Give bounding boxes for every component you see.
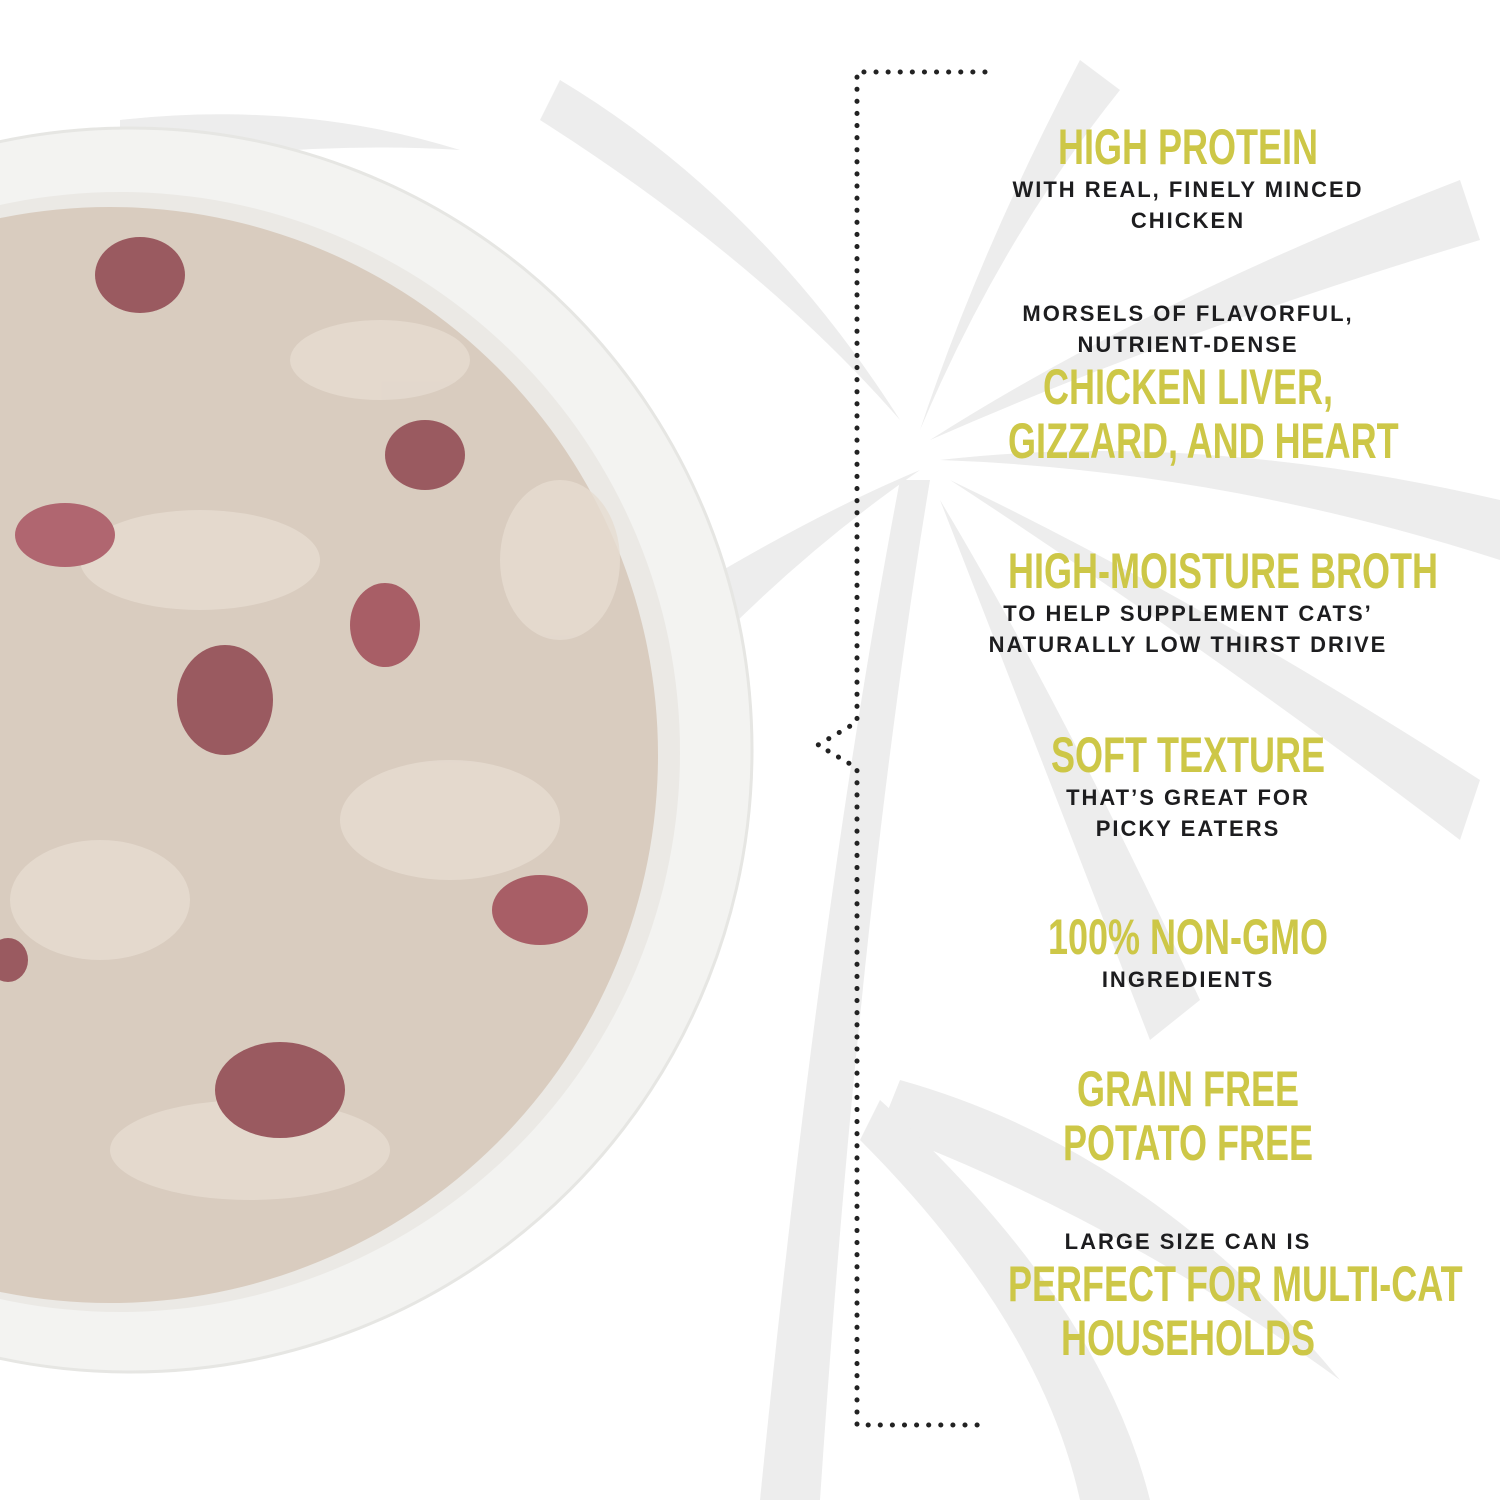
feature-subtext: MORSELS OF FLAVORFUL, (1022, 301, 1354, 326)
feature-subtext: CHICKEN (1130, 208, 1246, 233)
feature-soft-texture: SOFT TEXTURE THAT’S GREAT FOR PICKY EATE… (938, 728, 1438, 844)
feature-non-gmo: 100% NON-GMO INGREDIENTS (938, 910, 1438, 995)
feature-broth: HIGH-MOISTURE BROTH TO HELP SUPPLEMENT C… (938, 544, 1438, 660)
feature-subtext: PICKY EATERS (1095, 816, 1281, 841)
food-texture (10, 320, 620, 1200)
feature-headline: HIGH-MOISTURE BROTH (1008, 543, 1438, 599)
feature-headline: GRAIN FREE (1076, 1061, 1300, 1117)
feature-subtext: NUTRIENT-DENSE (1077, 332, 1299, 357)
feature-high-protein: HIGH PROTEIN WITH REAL, FINELY MINCED CH… (938, 120, 1438, 236)
feature-subtext: WITH REAL, FINELY MINCED (1012, 177, 1364, 202)
feature-organ-meats: MORSELS OF FLAVORFUL, NUTRIENT-DENSE CHI… (938, 298, 1438, 468)
feature-headline: 100% NON-GMO (1047, 909, 1329, 965)
feature-large-can: LARGE SIZE CAN IS PERFECT FOR MULTI-CAT … (938, 1226, 1463, 1366)
feature-grain-free: GRAIN FREE POTATO FREE (938, 1062, 1438, 1170)
dotted-bracket (813, 69, 988, 1428)
meat-morsels (0, 237, 588, 1138)
feature-headline: POTATO FREE (1062, 1115, 1314, 1171)
feature-headline: GIZZARD, AND HEART (1008, 413, 1399, 469)
feature-headline: SOFT TEXTURE (1050, 727, 1326, 783)
feature-headline: HOUSEHOLDS (1060, 1310, 1316, 1366)
feature-subtext: TO HELP SUPPLEMENT CATS’ (1003, 601, 1373, 626)
food-bowl (0, 126, 754, 1374)
feature-subtext: NATURALLY LOW THIRST DRIVE (988, 632, 1388, 657)
feature-subtext: LARGE SIZE CAN IS (1064, 1229, 1312, 1254)
feature-headline: CHICKEN LIVER, (1042, 359, 1334, 415)
feature-headline: HIGH PROTEIN (1057, 119, 1319, 175)
feature-subtext: INGREDIENTS (1101, 967, 1275, 992)
feature-subtext: THAT’S GREAT FOR (1066, 785, 1310, 810)
feature-headline: PERFECT FOR MULTI-CAT (1008, 1256, 1463, 1312)
